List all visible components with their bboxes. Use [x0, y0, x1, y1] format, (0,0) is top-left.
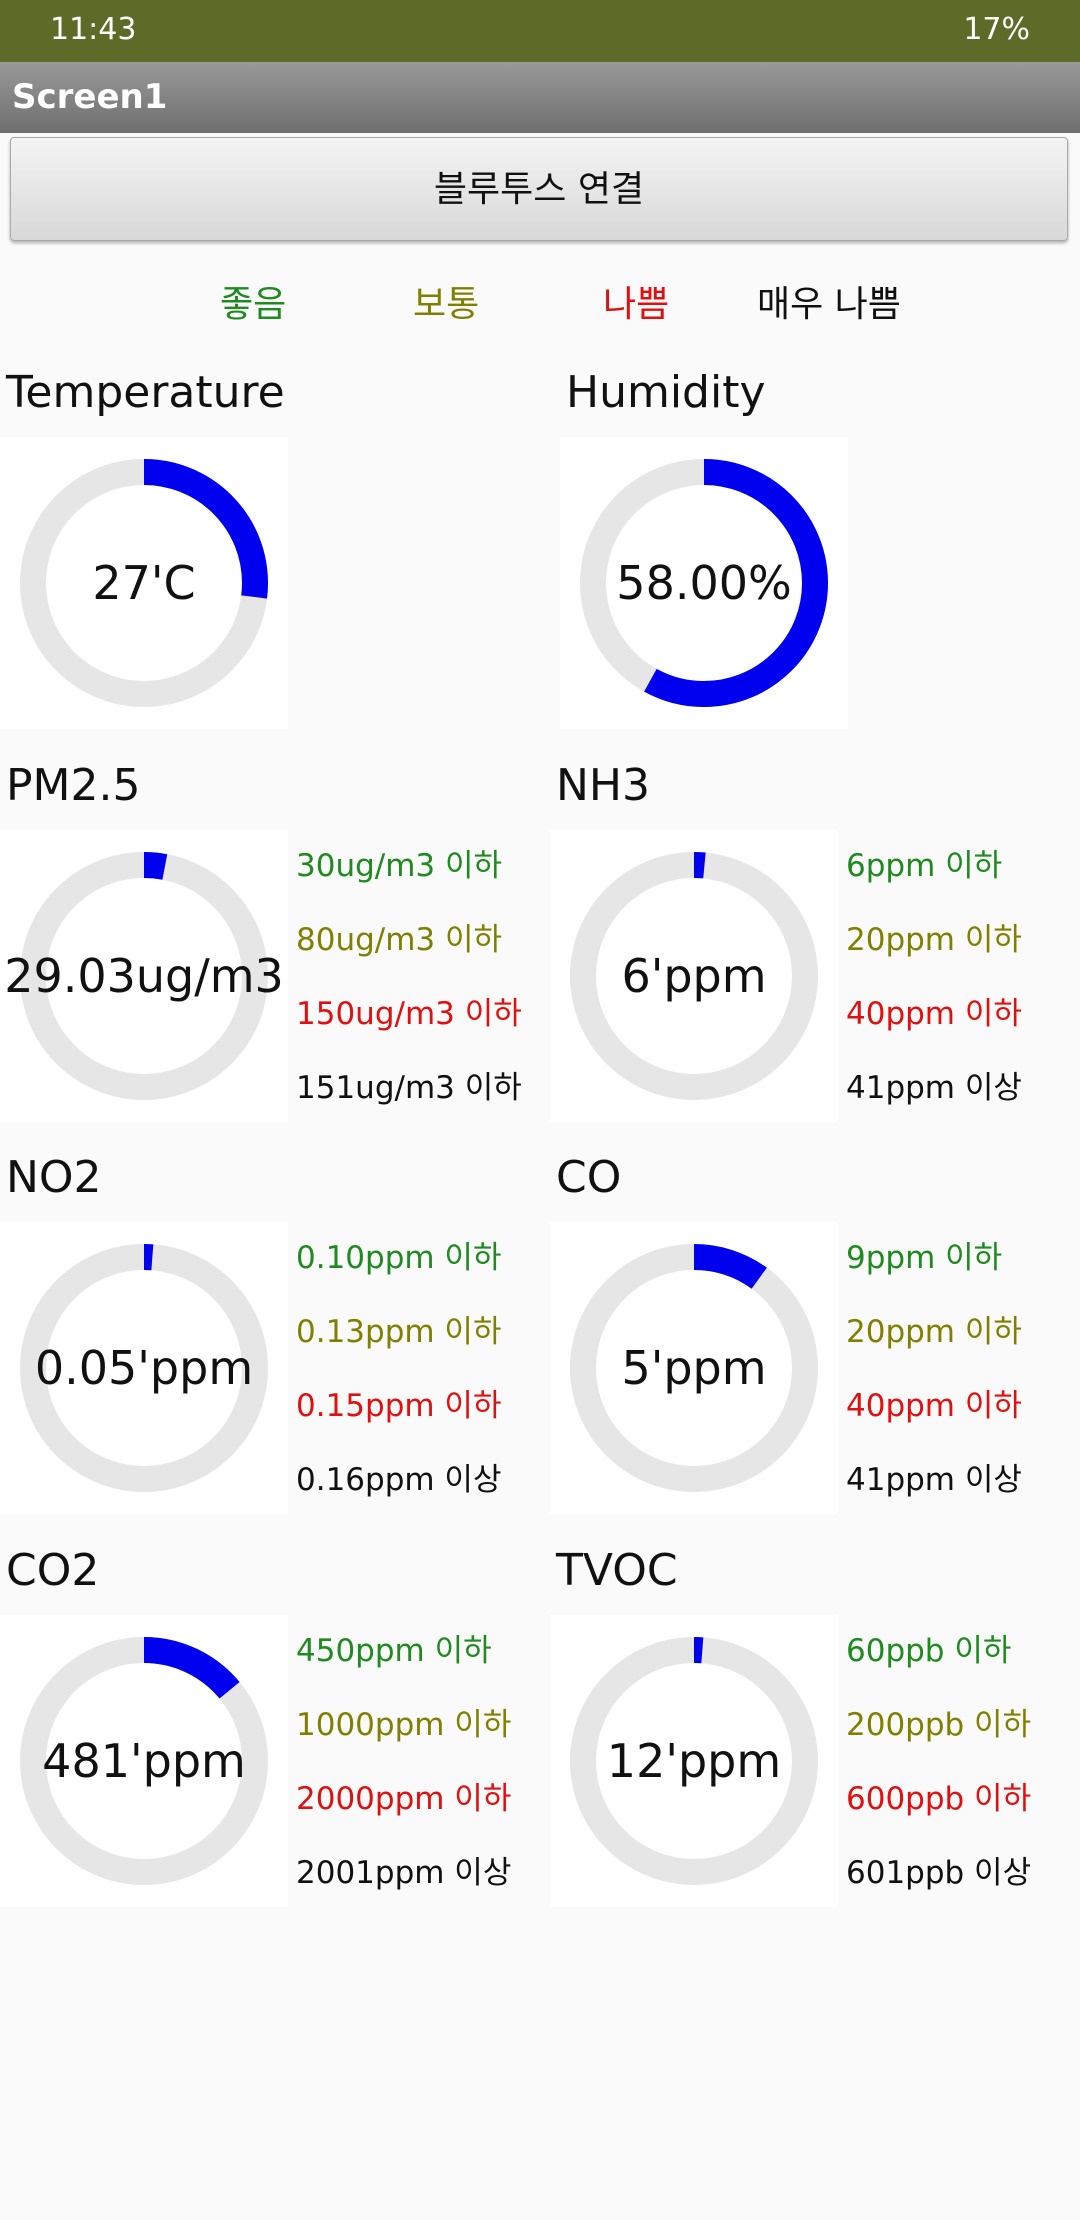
panel-title: NH3	[556, 760, 650, 811]
threshold: 200ppb 이하	[846, 1707, 1031, 1743]
threshold: 0.10ppm 이하	[296, 1240, 501, 1276]
gauge-box	[0, 830, 288, 1122]
gauge-arc	[570, 1637, 818, 1885]
panel-title: CO	[556, 1152, 621, 1203]
panel-title: TVOC	[555, 1545, 678, 1596]
gauge-box	[0, 1615, 288, 1907]
threshold: 60ppb 이하	[846, 1633, 1011, 1669]
threshold: 9ppm 이하	[846, 1240, 1002, 1276]
gauge-reading: 0.05'ppm	[35, 1341, 253, 1395]
gauge-arc	[570, 1244, 818, 1492]
gauge-box	[560, 437, 848, 729]
gauge-reading: 6'ppm	[621, 949, 766, 1003]
threshold: 30ug/m3 이하	[296, 848, 502, 884]
threshold: 2000ppm 이하	[296, 1781, 511, 1817]
threshold: 600ppb 이하	[846, 1781, 1031, 1817]
threshold: 6ppm 이하	[846, 848, 1002, 884]
threshold: 80ug/m3 이하	[296, 922, 502, 958]
gauge-box	[550, 1222, 838, 1514]
panel-title: Humidity	[566, 367, 766, 418]
gauge-reading: 27'C	[92, 556, 195, 610]
threshold: 20ppm 이하	[846, 922, 1022, 958]
gauge-box	[550, 830, 838, 1122]
gauge-box	[550, 1615, 838, 1907]
panel-title: NO2	[6, 1152, 102, 1203]
gauge-arc	[20, 1637, 268, 1885]
threshold: 0.13ppm 이하	[296, 1314, 501, 1350]
panel-title: Temperature	[5, 367, 285, 418]
gauge-arc	[580, 459, 828, 707]
gauge-arc	[20, 852, 268, 1100]
threshold: 0.15ppm 이하	[296, 1388, 501, 1424]
gauge-reading: 481'ppm	[42, 1734, 246, 1788]
threshold: 41ppm 이상	[846, 1462, 1022, 1498]
threshold: 151ug/m3 이하	[296, 1070, 522, 1106]
threshold: 601ppb 이상	[846, 1855, 1031, 1891]
clock: 11:43	[50, 12, 137, 47]
threshold: 150ug/m3 이하	[296, 996, 522, 1032]
panel-title: PM2.5	[6, 760, 140, 811]
gauge-box	[0, 437, 288, 729]
gauge-reading: 5'ppm	[621, 1341, 766, 1395]
legend-normal: 보통	[413, 284, 480, 325]
bluetooth-button[interactable]: 블루투스 연결	[10, 137, 1068, 241]
legend-very-bad: 매우 나쁨	[757, 284, 901, 325]
threshold: 20ppm 이하	[846, 1314, 1022, 1350]
threshold: 0.16ppm 이상	[296, 1462, 501, 1498]
threshold: 450ppm 이하	[296, 1633, 492, 1669]
gauge-reading: 58.00%	[616, 556, 791, 610]
threshold: 1000ppm 이하	[296, 1707, 511, 1743]
threshold: 40ppm 이하	[846, 1388, 1022, 1424]
threshold: 2001ppm 이상	[296, 1855, 511, 1891]
status-bar: 11:43 17%	[0, 0, 1080, 62]
gauge-arc	[570, 852, 818, 1100]
threshold: 41ppm 이상	[846, 1070, 1022, 1106]
gauge-arc	[20, 459, 268, 707]
threshold: 40ppm 이하	[846, 996, 1022, 1032]
gauge-box	[0, 1222, 288, 1514]
battery: 17%	[963, 12, 1030, 47]
panel-title: CO2	[6, 1545, 99, 1596]
legend-bad: 나쁨	[603, 284, 670, 325]
gauge-reading: 29.03ug/m3	[4, 949, 284, 1003]
legend-good: 좋음	[220, 284, 287, 325]
gauge-arc	[20, 1244, 268, 1492]
gauge-reading: 12'ppm	[607, 1734, 781, 1788]
app-bar: Screen1	[0, 62, 1080, 133]
